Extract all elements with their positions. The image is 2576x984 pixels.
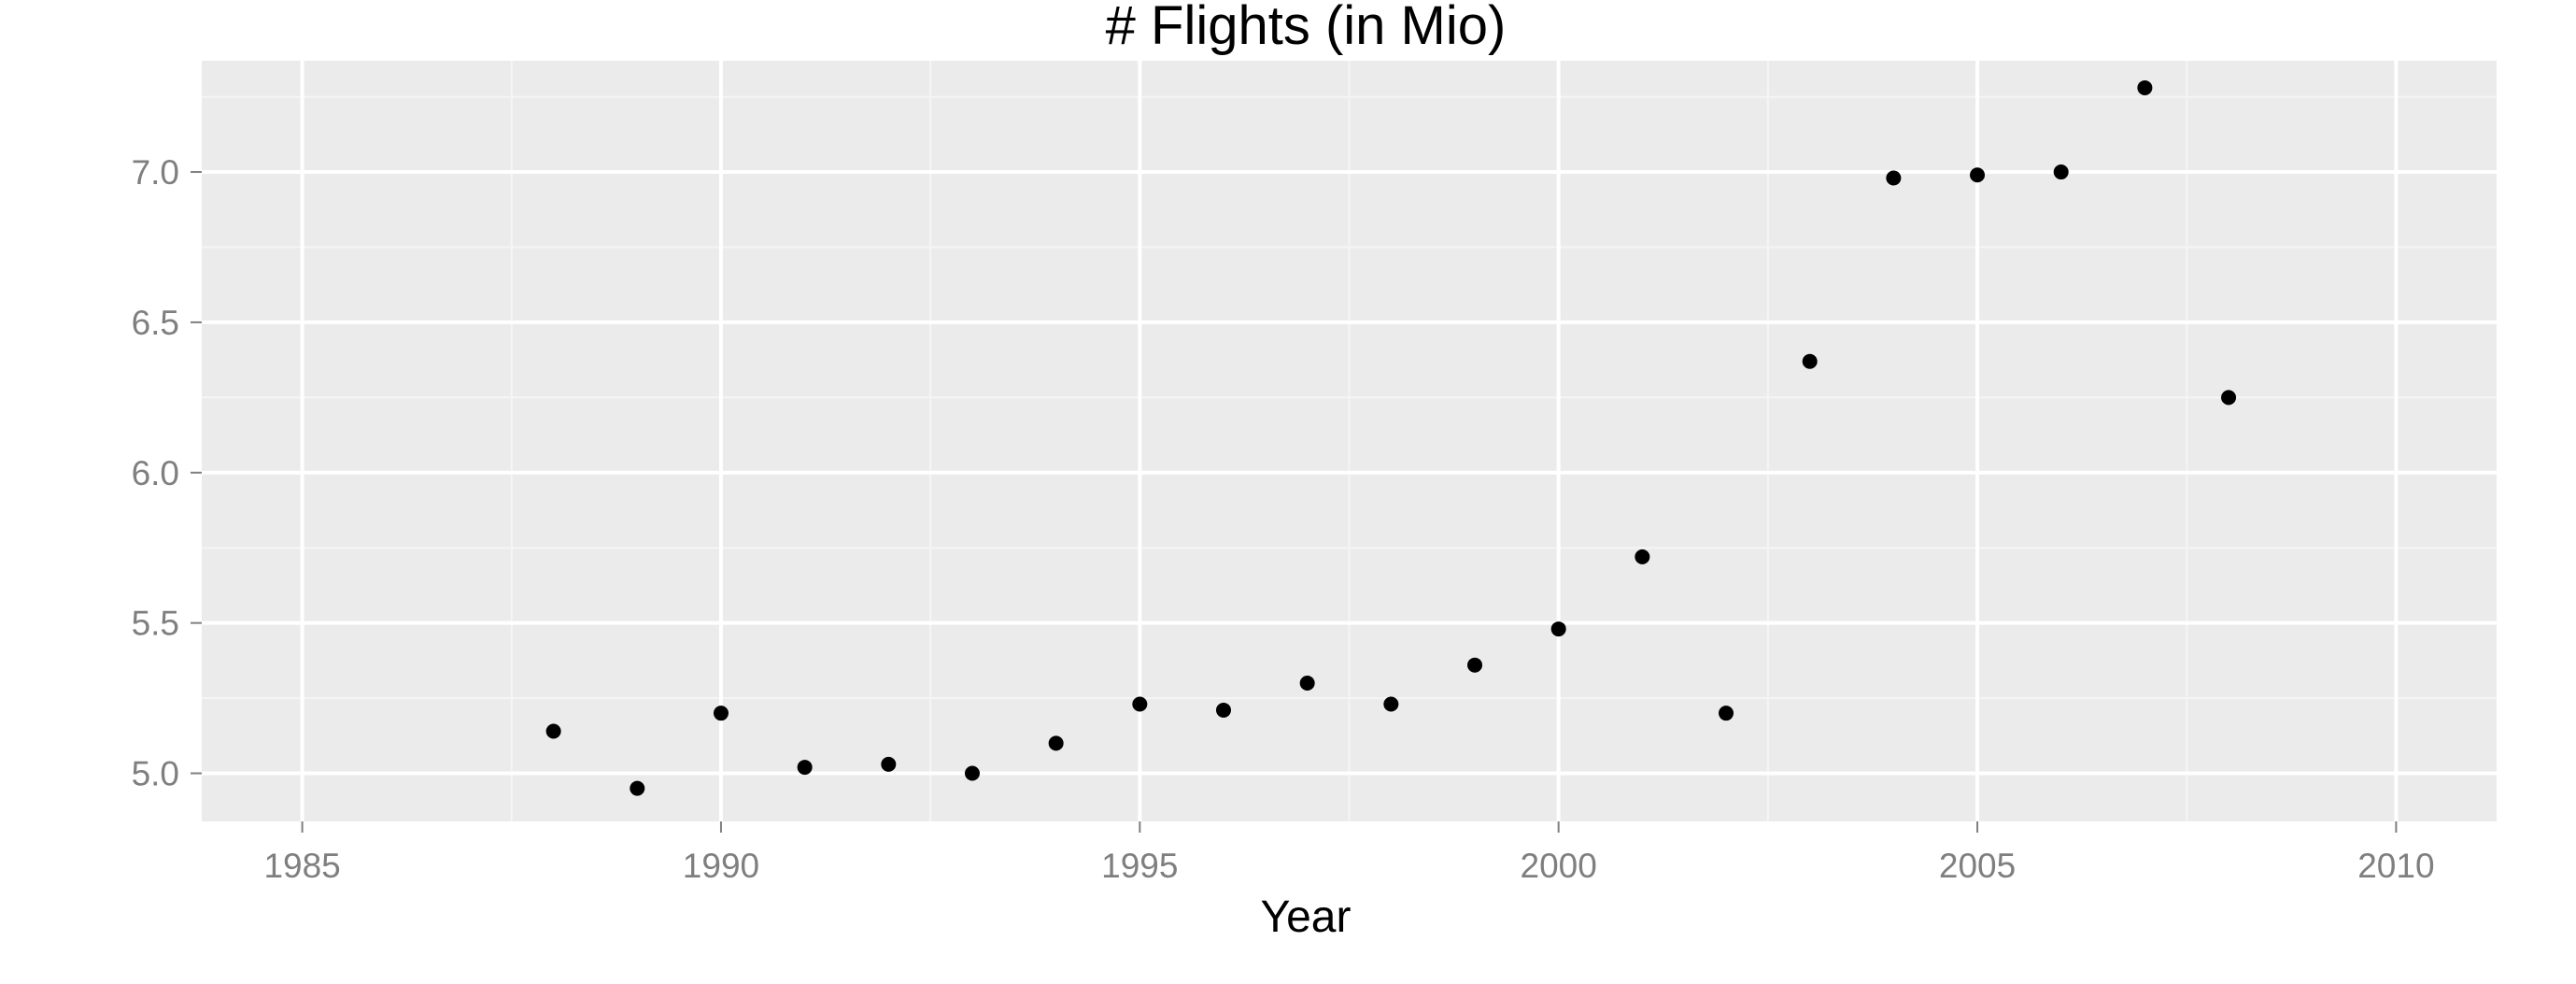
data-point — [545, 723, 561, 739]
y-axis: 5.0 5.5 6.0 6.5 7.0 — [132, 153, 202, 793]
data-point — [1383, 696, 1399, 712]
data-point — [713, 706, 729, 721]
x-tick-label: 1995 — [1101, 847, 1178, 885]
data-point — [1132, 696, 1148, 712]
x-tick-label: 1985 — [263, 847, 340, 885]
data-points — [545, 79, 2237, 796]
x-tick-label: 2005 — [1939, 847, 2016, 885]
x-tick-label: 2000 — [1521, 847, 1597, 885]
x-axis: 1985 1990 1995 2000 2005 2010 — [263, 821, 2435, 885]
grid-major — [202, 61, 2497, 821]
data-point — [881, 756, 897, 772]
data-point — [630, 780, 645, 796]
x-tick-label: 2010 — [2357, 847, 2434, 885]
y-tick-label: 5.0 — [132, 755, 179, 793]
data-point — [1299, 676, 1315, 691]
y-tick-label: 7.0 — [132, 153, 179, 192]
data-point — [1048, 735, 1064, 751]
x-axis-title: Year — [1261, 892, 1352, 942]
data-point — [1215, 702, 1231, 718]
data-point — [797, 760, 813, 776]
data-point — [2221, 390, 2237, 406]
data-point — [1635, 549, 1650, 564]
chart-title: # Flights (in Mio) — [1106, 0, 1507, 56]
data-point — [2137, 79, 2153, 95]
y-tick-label: 6.5 — [132, 304, 179, 342]
data-point — [1970, 167, 1986, 183]
data-point — [1886, 170, 1902, 186]
y-tick-label: 6.0 — [132, 454, 179, 492]
data-point — [2053, 164, 2069, 180]
x-tick-label: 1990 — [683, 847, 759, 885]
data-point — [1719, 706, 1734, 721]
data-point — [964, 765, 980, 781]
data-point — [1550, 621, 1566, 637]
grid-minor — [202, 61, 2497, 821]
data-point — [1802, 353, 1818, 369]
data-point — [1467, 657, 1483, 673]
y-tick-label: 5.5 — [132, 605, 179, 643]
